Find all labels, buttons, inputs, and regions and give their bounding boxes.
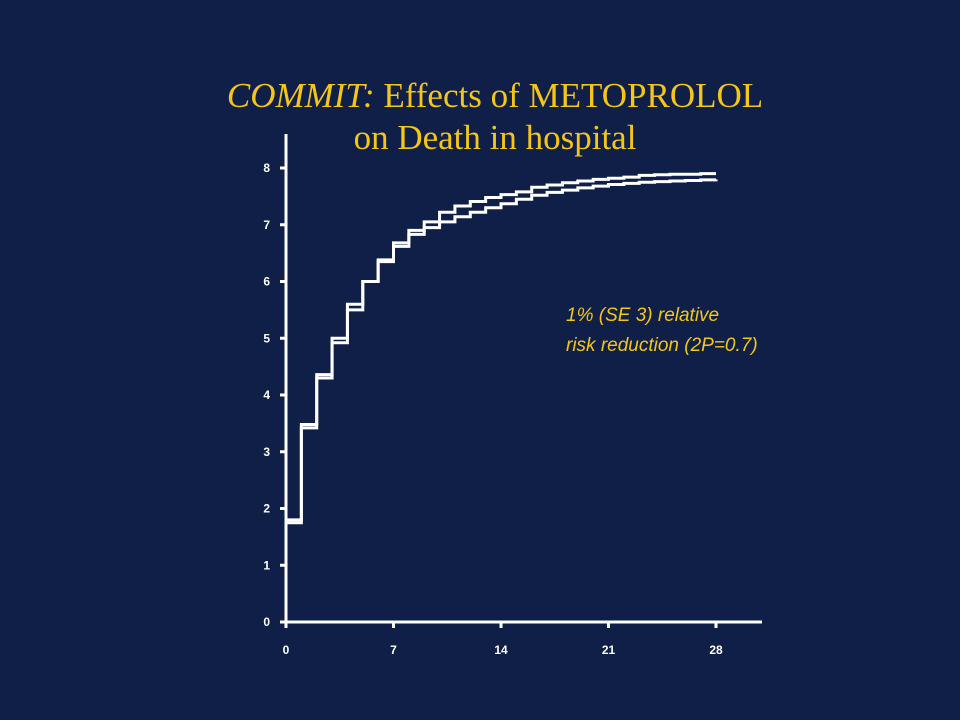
y-tick-label: 1 (263, 558, 270, 572)
y-tick-label: 2 (263, 502, 270, 516)
chart-title-line-1: COMMIT: Effects of METOPROLOL (0, 76, 960, 116)
annotation-line-1: 1% (SE 3) relative (566, 305, 719, 326)
chart-axes (284, 134, 762, 624)
y-tick-label: 5 (263, 331, 270, 345)
y-tick-label: 4 (263, 388, 270, 402)
title-trial-name: COMMIT: (226, 76, 375, 115)
y-tick-label: 3 (263, 445, 270, 459)
x-tick-label: 0 (283, 643, 290, 657)
series-line-2 (286, 178, 718, 525)
chart-title-line-2: on Death in hospital (353, 118, 637, 157)
x-tick-label: 7 (390, 643, 397, 657)
y-tick-label: 7 (263, 218, 270, 232)
y-tick-label: 0 (263, 615, 270, 629)
chart-ticks: 0 1 2 3 4 5 6 7 8 0 7 14 21 28 (263, 161, 723, 657)
y-tick-label: 8 (263, 161, 270, 175)
title-text: Effects of METOPROLOL (374, 76, 764, 115)
chart-annotations: 1% (SE 3) relative risk reduction (2P=0.7… (566, 305, 758, 356)
x-tick-label: 28 (709, 643, 723, 657)
chart-series (286, 172, 718, 525)
x-tick-label: 14 (494, 643, 508, 657)
y-tick-label: 6 (263, 275, 270, 289)
annotation-line-2: risk reduction (2P=0.7) (566, 335, 758, 356)
x-tick-label: 21 (602, 643, 616, 657)
